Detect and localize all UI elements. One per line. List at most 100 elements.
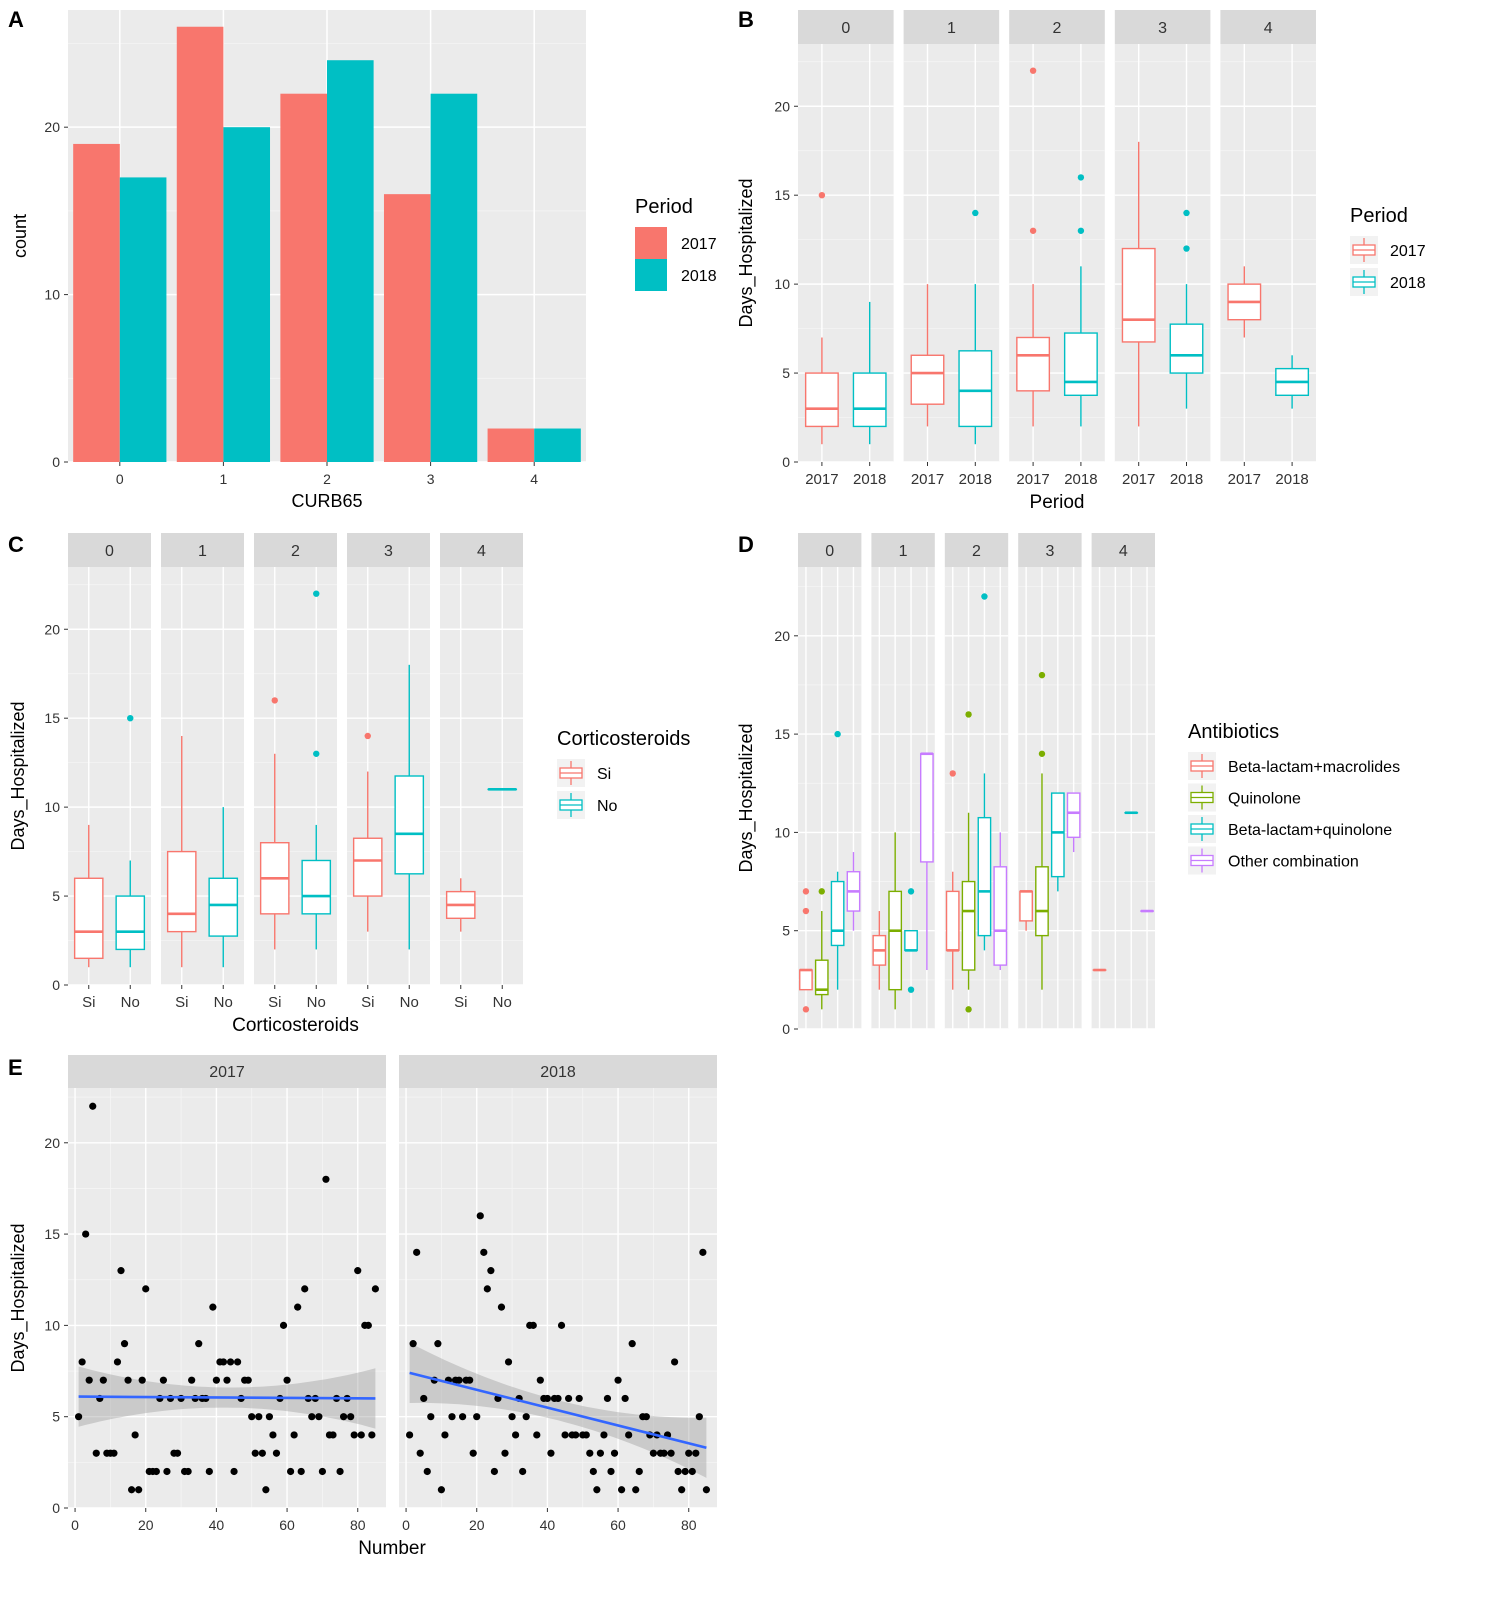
panel-e-point-2018 (508, 1413, 516, 1421)
panel-c-box-2-No-outlier (313, 750, 320, 757)
panel-c-legend-label: No (597, 798, 618, 815)
panel-e-point-2018 (685, 1449, 693, 1457)
panel-e-point-2017 (322, 1175, 330, 1183)
panel-b-x-tick-label: 2017 (1016, 471, 1049, 488)
panel-e-y-tick-label: 5 (52, 1409, 60, 1425)
panel-e-y-tick-label: 0 (52, 1500, 60, 1516)
panel-c-box-3-Si-outlier (364, 732, 371, 740)
panel-a-legend-key-2017 (635, 227, 667, 259)
panel-c-y-tick-label: 5 (52, 888, 60, 904)
panel-e-point-2018 (511, 1431, 520, 1439)
panel-b-facet-1-strip (903, 10, 1000, 44)
panel-e-facet-2018-strip (399, 1055, 717, 1088)
panel-d-box-3-Beta-lactam+macrolides-box (1019, 890, 1034, 922)
panel-c-facet-2-strip (254, 533, 337, 567)
panel-e-x-tick-label: 0 (402, 1517, 410, 1533)
panel-e-point-2017 (269, 1431, 277, 1439)
panel-a-x-tick-label: 3 (427, 471, 435, 487)
panel-e-point-2017 (117, 1267, 125, 1275)
panel-b-box-3-2018-box (1169, 323, 1204, 374)
panel-e-point-2018 (406, 1431, 414, 1439)
panel-b-box-3-2017-box (1121, 247, 1156, 343)
panel-d-y-tick-label: 20 (774, 628, 790, 644)
panel-e-point-2017 (219, 1358, 228, 1366)
panel-b-x-tick-label: 2018 (1064, 471, 1097, 488)
panel-d-facet-4-label: 4 (1119, 543, 1128, 560)
panel-e-point-2017 (82, 1230, 90, 1238)
panel-d-y-axis-title: Days_Hospitalized (736, 723, 757, 872)
panel-e-point-2018 (603, 1394, 612, 1403)
panel-e-point-2017 (138, 1376, 146, 1384)
panel-e-point-2017 (152, 1467, 160, 1476)
panel-e-point-2018 (649, 1449, 658, 1457)
panel-e-point-2018 (699, 1248, 707, 1256)
panel-b-box-2-2018-outlier (1077, 227, 1085, 234)
panel-c-y-tick-label: 20 (44, 621, 60, 637)
panel-e-point-2017 (85, 1376, 93, 1384)
panel-b-box-0-2017-outlier (818, 191, 826, 199)
panel-e-point-2018 (473, 1413, 481, 1421)
panel-d-facet-3-label: 3 (1045, 543, 1054, 560)
panel-e-point-2017 (329, 1431, 337, 1439)
panel-c-facet-3-strip (347, 533, 430, 567)
panel-e-point-2018 (501, 1449, 509, 1457)
panel-e-x-tick-label: 0 (71, 1517, 79, 1533)
panel-c-box-0-Si-box (73, 877, 104, 960)
panel-c-facet-0-strip (68, 533, 151, 567)
panel-e-point-2018 (409, 1340, 417, 1348)
panel-c-facet-3-label: 3 (384, 543, 393, 560)
panel-e-point-2018 (621, 1394, 629, 1403)
panel-e-point-2018 (688, 1467, 696, 1476)
panel-d-box-2-Beta-lactam+quinolone-outlier (981, 593, 988, 600)
panel-c-box-2-No-outlier (313, 590, 320, 597)
panel-d-y-tick-label: 5 (782, 923, 790, 939)
panel-e-point-2018 (504, 1358, 513, 1366)
panel-c-box-1-Si-box (166, 850, 197, 933)
panel-d-box-0-Beta-lactam+macrolides-box (799, 969, 813, 991)
panel-b-box-0-2018-box (852, 372, 887, 428)
panel-b-x-tick-label: 2018 (959, 471, 992, 488)
panel-e-point-2018 (441, 1431, 449, 1439)
panel-e-point-2017 (110, 1449, 118, 1457)
panel-d-box-2-Quinolone-outlier (965, 711, 972, 718)
panel-c-legend-title: Corticosteroids (557, 728, 690, 750)
panel-b-facet-2-strip (1009, 10, 1105, 44)
panel-e-point-2018 (420, 1394, 428, 1403)
panel-e-point-2018 (448, 1413, 456, 1421)
panel-c-facet-0-label: 0 (105, 543, 114, 560)
panel-e-point-2017 (279, 1321, 288, 1329)
panel-e-point-2018 (674, 1467, 682, 1476)
panel-c-x-tick-label: Si (82, 994, 95, 1011)
panel-c-y-tick-label: 15 (44, 710, 60, 726)
panel-c-box-2-No-box (301, 859, 332, 915)
panel-e-point-2018 (678, 1486, 686, 1494)
panel-e-point-2018 (533, 1431, 541, 1439)
panel-b-x-tick-label: 2017 (1228, 471, 1261, 488)
panel-e-point-2017 (159, 1376, 167, 1384)
panel-e-point-2018 (469, 1449, 477, 1457)
panel-c-box-2-Si-outlier (271, 697, 278, 704)
panel-e-point-2018 (575, 1394, 583, 1403)
panel-e-point-2018 (423, 1467, 431, 1476)
panel-a-bar-2018-3 (430, 93, 478, 462)
panel-e-point-2017 (92, 1449, 100, 1457)
panel-d-box-3-Beta-lactam+quinolone-box (1050, 792, 1065, 878)
panel-e-x-axis-title: Number (358, 1538, 426, 1559)
panel-c-box-3-No-box (394, 775, 425, 875)
panel-e-point-2017 (318, 1467, 326, 1476)
panel-e-point-2017 (308, 1413, 316, 1421)
panel-e-point-2018 (625, 1431, 633, 1439)
panel-e-point-2017 (258, 1449, 266, 1457)
panel-e-point-2017 (336, 1467, 344, 1476)
panel-d-box-0-Beta-lactam+quinolone-box (830, 880, 845, 947)
panel-e-point-2017 (248, 1413, 256, 1421)
panel-c-box-0-No-box (115, 895, 146, 951)
panel-a-bar-2018-4 (534, 428, 581, 462)
panel-e-y-tick-label: 10 (44, 1317, 60, 1333)
panel-e-point-2017 (113, 1358, 122, 1366)
panel-c-facet-1-label: 1 (198, 543, 207, 560)
panel-d-box-1-Other combination-box (919, 753, 934, 863)
panel-c-facet-2-label: 2 (291, 543, 300, 560)
panel-d-box-2-Other combination-box (993, 866, 1008, 966)
panel-e-point-2017 (354, 1267, 362, 1275)
